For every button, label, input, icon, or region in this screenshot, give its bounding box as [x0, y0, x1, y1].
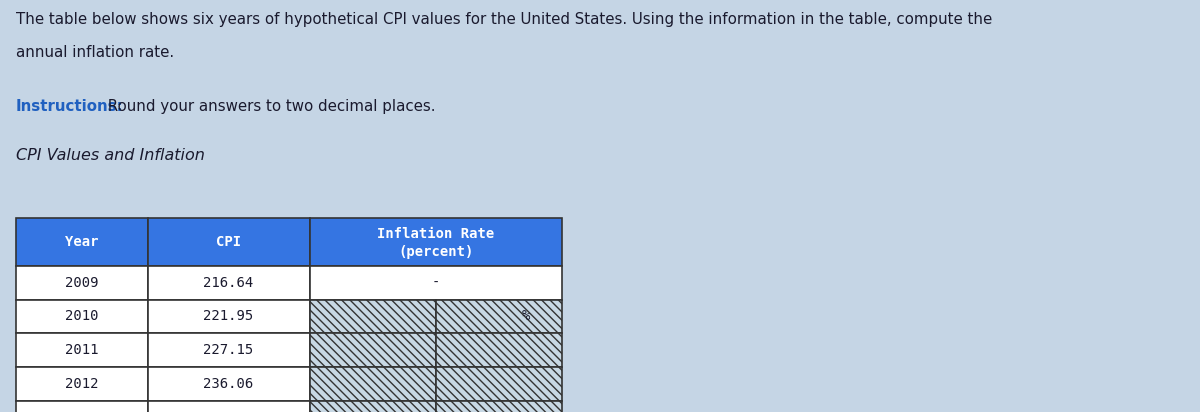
Text: 2013: 2013 — [65, 411, 98, 412]
Bar — [148, 367, 310, 401]
Bar — [16, 300, 148, 333]
Text: Round your answers to two decimal places.: Round your answers to two decimal places… — [103, 99, 436, 114]
Text: 221.95: 221.95 — [204, 309, 253, 323]
Text: (percent): (percent) — [398, 246, 473, 260]
Text: Inflation Rate: Inflation Rate — [377, 227, 494, 241]
Bar — [16, 266, 148, 300]
Bar — [436, 333, 562, 367]
Text: Year: Year — [65, 235, 98, 249]
Bar — [16, 367, 148, 401]
Text: -: - — [432, 276, 439, 290]
Text: 236.06: 236.06 — [204, 377, 253, 391]
Text: CPI: CPI — [216, 235, 241, 249]
Bar — [148, 300, 310, 333]
Text: annual inflation rate.: annual inflation rate. — [16, 45, 174, 60]
Bar — [148, 401, 310, 412]
Bar — [148, 266, 310, 300]
Bar — [310, 401, 436, 412]
Text: 2009: 2009 — [65, 276, 98, 290]
Text: 239.02: 239.02 — [204, 411, 253, 412]
Bar — [310, 333, 436, 367]
Text: 227.15: 227.15 — [204, 343, 253, 357]
Bar — [436, 300, 562, 333]
Bar — [310, 367, 436, 401]
Bar — [148, 333, 310, 367]
Bar — [310, 300, 436, 333]
Text: CPI Values and Inflation: CPI Values and Inflation — [16, 148, 204, 163]
Bar — [16, 218, 148, 266]
Text: %: % — [522, 309, 530, 323]
Text: 2011: 2011 — [65, 343, 98, 357]
Bar — [436, 401, 562, 412]
Bar — [16, 401, 148, 412]
Bar — [436, 367, 562, 401]
Text: 216.64: 216.64 — [204, 276, 253, 290]
Text: 2010: 2010 — [65, 309, 98, 323]
Bar — [16, 333, 148, 367]
Bar — [310, 266, 562, 300]
Text: 2012: 2012 — [65, 377, 98, 391]
Bar — [310, 218, 562, 266]
Bar — [148, 218, 310, 266]
Text: Instructions:: Instructions: — [16, 99, 124, 114]
Text: The table below shows six years of hypothetical CPI values for the United States: The table below shows six years of hypot… — [16, 12, 992, 27]
